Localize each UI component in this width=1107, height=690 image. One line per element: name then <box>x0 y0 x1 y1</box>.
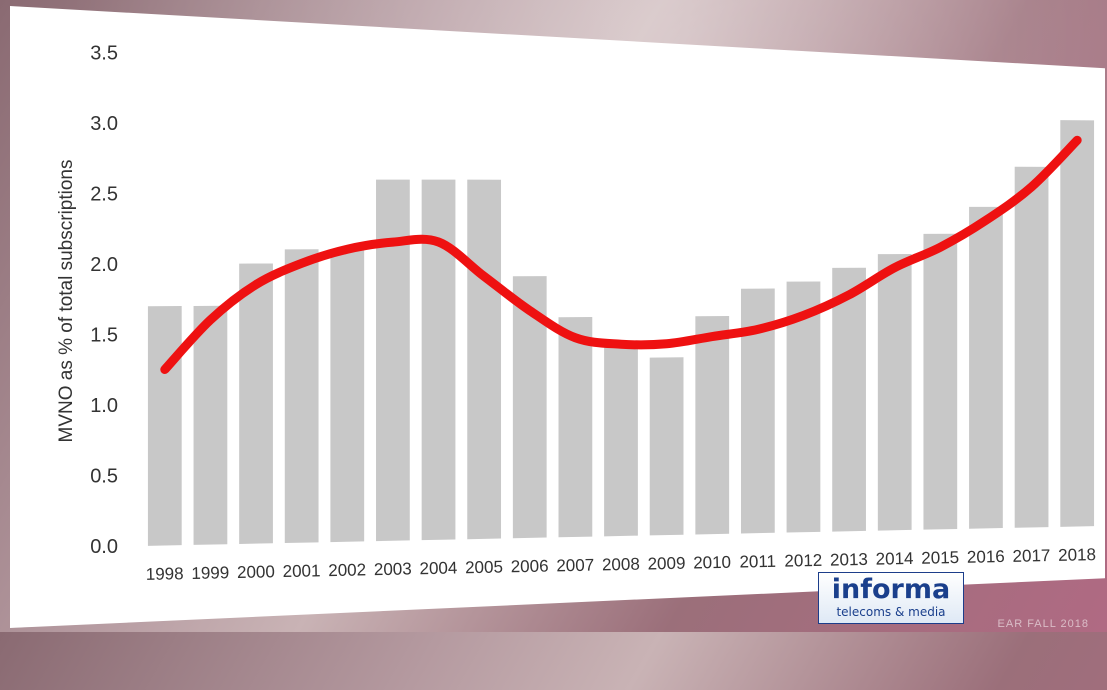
x-tick-label: 1999 <box>191 563 229 583</box>
x-tick-label: 2012 <box>784 551 822 571</box>
x-tick-label: 2010 <box>693 553 731 573</box>
bar-2007 <box>558 317 593 538</box>
trend-line <box>160 135 1082 375</box>
bar-2010 <box>695 315 730 535</box>
y-tick-label: 0.0 <box>90 536 118 558</box>
y-tick-label: 3.0 <box>90 113 118 135</box>
bar-2011 <box>740 288 775 534</box>
bar-2013 <box>832 267 866 532</box>
x-tick-label: 2016 <box>967 547 1005 567</box>
bar-2002 <box>330 249 365 543</box>
x-tick-label: 2000 <box>237 562 275 582</box>
bar-2016 <box>969 206 1003 529</box>
y-axis-ticks: 0.0 0.5 1.0 1.5 2.0 2.5 3.0 3.5 <box>90 43 118 559</box>
x-tick-label: 1998 <box>146 564 184 584</box>
y-tick-label: 2.5 <box>90 184 118 206</box>
bar-2008 <box>604 344 638 537</box>
x-tick-label: 2011 <box>739 552 776 572</box>
bar-2003 <box>376 179 410 542</box>
x-tick-label: 2003 <box>374 559 412 579</box>
y-tick-label: 1.5 <box>90 325 118 347</box>
x-tick-label: 2015 <box>921 548 959 568</box>
bar-2015 <box>923 233 958 530</box>
x-tick-label: 2005 <box>465 557 503 577</box>
y-axis-label: MVNO as % of total subscriptions <box>56 160 77 443</box>
x-tick-label: 2004 <box>419 558 457 578</box>
bar-1998 <box>147 306 182 546</box>
bar-2014 <box>877 254 912 531</box>
x-tick-label: 2008 <box>602 555 640 575</box>
logo-subtitle: telecoms & media <box>836 605 946 619</box>
bar-2006 <box>512 276 547 539</box>
chart: 0.0 0.5 1.0 1.5 2.0 2.5 3.0 3.5 1998 1999 2000 200… <box>56 43 1097 584</box>
y-tick-label: 1.0 <box>90 395 118 417</box>
x-tick-label: 2017 <box>1012 546 1050 566</box>
chart-card: 0.0 0.5 1.0 1.5 2.0 2.5 3.0 3.5 1998 1999 2000 200… <box>10 6 1105 628</box>
y-tick-label: 0.5 <box>90 466 118 488</box>
footer-note: EAR FALL 2018 <box>997 618 1089 630</box>
y-tick-label: 3.5 <box>90 43 118 65</box>
bar-2004 <box>421 179 456 541</box>
bar-2018 <box>1060 120 1095 527</box>
x-tick-label: 2014 <box>875 549 913 569</box>
y-tick-label: 2.0 <box>90 254 118 276</box>
bar-2009 <box>649 357 684 536</box>
x-axis-ticks: 1998 1999 2000 2001 2002 2003 2004 2005 2006 2007… <box>146 545 1097 584</box>
x-tick-label: 2002 <box>328 560 366 580</box>
bar-2012 <box>786 281 821 533</box>
logo-name: informa <box>831 574 951 605</box>
bar-2001 <box>284 249 319 544</box>
x-tick-label: 2009 <box>647 554 685 574</box>
bar-2000 <box>239 263 273 544</box>
informa-logo: informa telecoms & media <box>818 572 964 624</box>
x-tick-label: 2007 <box>556 556 594 576</box>
x-tick-label: 2018 <box>1058 545 1096 565</box>
x-tick-label: 2001 <box>282 561 320 581</box>
bar-2017 <box>1014 166 1049 528</box>
bar-1999 <box>193 305 228 545</box>
bar-2005 <box>467 179 502 540</box>
x-tick-label: 2013 <box>830 550 868 570</box>
bar-series <box>147 120 1095 546</box>
x-tick-label: 2006 <box>511 557 549 577</box>
